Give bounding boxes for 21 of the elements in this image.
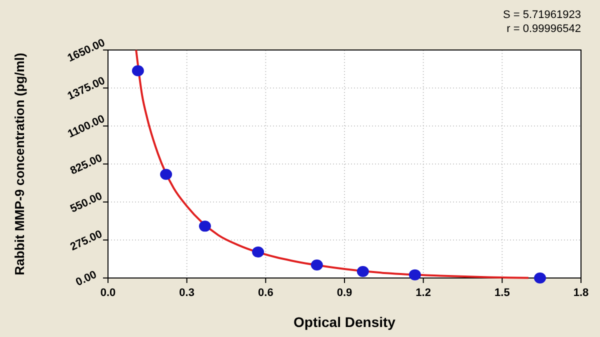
- point: [356, 266, 369, 278]
- point: [408, 269, 421, 280]
- x-tick-label: 0.3: [179, 287, 194, 299]
- x-tick-label: 0.6: [258, 287, 274, 299]
- point: [310, 260, 323, 271]
- x-tick-label: 0.0: [100, 287, 116, 299]
- point: [534, 272, 546, 284]
- x-tick-label: 1.5: [494, 287, 510, 299]
- point: [198, 220, 211, 232]
- x-axis-title: Optical Density: [294, 314, 396, 330]
- point: [160, 168, 172, 180]
- text: r = 0.99996542: [506, 23, 581, 35]
- point: [132, 65, 144, 76]
- text: S = 5.71961923: [503, 9, 581, 21]
- y-axis-title: Rabbit MMP-9 concentration (pg/ml): [12, 52, 27, 276]
- y-tick-label: 0.00: [74, 268, 99, 289]
- point: [252, 246, 264, 258]
- x-tick-label: 1.8: [573, 287, 589, 299]
- x-tick-label: 1.2: [416, 287, 431, 299]
- line-series: [135, 49, 530, 279]
- x-tick-label: 0.9: [336, 287, 352, 299]
